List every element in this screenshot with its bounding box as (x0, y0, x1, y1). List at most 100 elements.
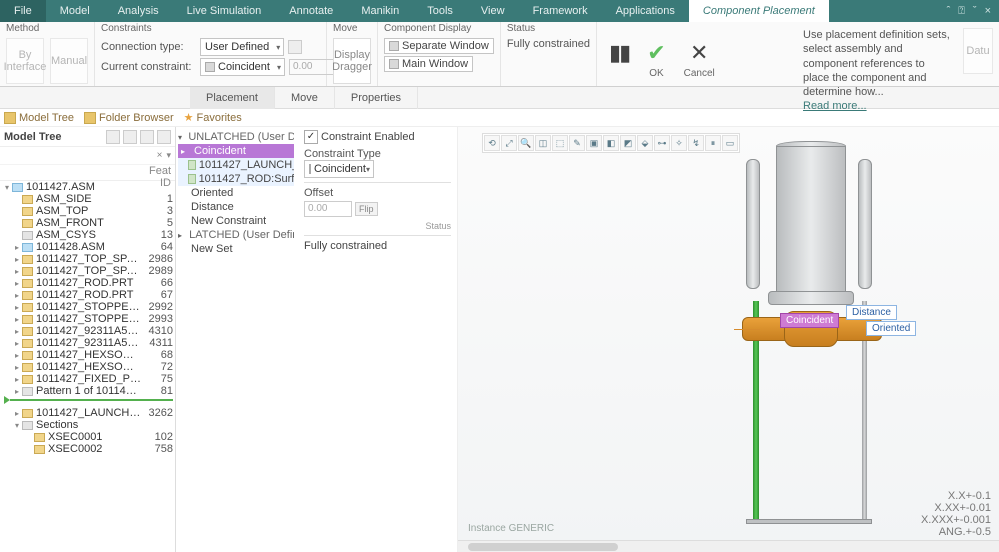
nav-model-tree[interactable]: Model Tree (4, 112, 74, 124)
graphics-viewport[interactable]: ⟲⤢🔍◫⬚✎▣◧◩⬙⊶✧↯⏸▭ Coincident Distance Orie… (458, 127, 999, 552)
view-tool-2-icon[interactable]: 🔍 (518, 135, 534, 151)
filter-clear-icon[interactable]: × (157, 150, 163, 161)
placement-item[interactable]: New Constraint (178, 214, 294, 228)
main-window-toggle[interactable]: Main Window (384, 56, 473, 72)
tag-oriented[interactable]: Oriented (866, 321, 916, 336)
expand-icon[interactable]: ▸ (12, 351, 22, 360)
cancel-button[interactable]: ✕Cancel (678, 38, 721, 81)
tree-row[interactable]: ▸1011427_FIXED_PLATE.PRT75 (0, 373, 175, 385)
menu-annotate[interactable]: Annotate (275, 0, 347, 22)
placement-item[interactable]: ▾UNLATCHED (User Defined ) (178, 130, 294, 144)
nav-favorites[interactable]: ★Favorites (184, 111, 242, 124)
tree-row[interactable]: ▸1011427_LAUNCH_PLATE-ALT.PRT3262 (0, 407, 175, 419)
constraint-enabled-checkbox[interactable] (304, 130, 318, 144)
view-tool-4-icon[interactable]: ⬚ (552, 135, 568, 151)
expand-icon[interactable]: ▸ (12, 267, 22, 276)
tree-tool-2-icon[interactable] (123, 130, 137, 144)
expand-icon[interactable]: ▸ (12, 339, 22, 348)
menu-analysis[interactable]: Analysis (104, 0, 173, 22)
expand-icon[interactable]: ▸ (12, 327, 22, 336)
menu-tools[interactable]: Tools (413, 0, 467, 22)
expand-icon[interactable]: ▸ (12, 279, 22, 288)
tree-row[interactable]: ASM_FRONT5 (0, 217, 175, 229)
tree-settings-icon[interactable] (157, 130, 171, 144)
placement-item[interactable]: New Set (178, 242, 294, 256)
view-tool-0-icon[interactable]: ⟲ (484, 135, 500, 151)
expand-icon[interactable]: ▾ (2, 183, 12, 192)
tree-tool-3-icon[interactable] (140, 130, 154, 144)
chevron-up-icon[interactable]: ˆ (947, 5, 951, 17)
placement-item[interactable]: Oriented (178, 186, 294, 200)
tree-tool-1-icon[interactable] (106, 130, 120, 144)
help-icon[interactable]: ⍰ (958, 5, 965, 18)
menu-file[interactable]: File (0, 0, 46, 22)
flip-button[interactable]: Flip (355, 202, 378, 216)
expand-icon[interactable]: ▸ (12, 375, 22, 384)
menu-component-placement[interactable]: Component Placement (689, 0, 829, 22)
placement-item[interactable]: Distance (178, 200, 294, 214)
read-more-link[interactable]: Read more... (803, 100, 867, 112)
display-dragger-button[interactable]: Display Dragger (333, 38, 371, 84)
tree-row[interactable]: ▸1011427_92311A534.PRT4310 (0, 325, 175, 337)
menu-framework[interactable]: Framework (519, 0, 602, 22)
menu-applications[interactable]: Applications (602, 0, 689, 22)
tree-row[interactable]: ▸1011427_ROD.PRT66 (0, 277, 175, 289)
view-tool-7-icon[interactable]: ◧ (603, 135, 619, 151)
view-tool-8-icon[interactable]: ◩ (620, 135, 636, 151)
tree-row[interactable]: ▸1011428.ASM64 (0, 241, 175, 253)
view-tool-11-icon[interactable]: ✧ (671, 135, 687, 151)
tree-row[interactable]: ▸1011427_HEXSOCH-NO10-24X1LG.PF68 (0, 349, 175, 361)
tree-row[interactable]: ▸1011427_TOP_SPACER.PRT2989 (0, 265, 175, 277)
tree-row[interactable]: ASM_TOP3 (0, 205, 175, 217)
by-interface-button[interactable]: By Interface (6, 38, 44, 84)
menu-model[interactable]: Model (46, 0, 104, 22)
subtab-placement[interactable]: Placement (190, 87, 275, 109)
tree-row[interactable]: ▸1011427_ROD.PRT67 (0, 289, 175, 301)
ok-button[interactable]: ✔OK (641, 38, 671, 81)
connection-type-flyout-icon[interactable] (288, 40, 302, 54)
nav-folder-browser[interactable]: Folder Browser (84, 112, 174, 124)
view-tool-1-icon[interactable]: ⤢ (501, 135, 517, 151)
connection-type-select[interactable]: User Defined (200, 38, 284, 56)
placement-item[interactable]: ▸Coincident (178, 144, 294, 158)
placement-item[interactable]: 1011427_LAUNCH_PLATE (178, 158, 294, 172)
pause-button[interactable]: ▮▮ (603, 38, 635, 68)
tree-row[interactable]: ASM_SIDE1 (0, 193, 175, 205)
expand-icon[interactable]: ▸ (12, 243, 22, 252)
tree-row[interactable]: ▾Sections (0, 419, 175, 431)
tree-row[interactable]: ▸1011427_92311A534.PRT4311 (0, 337, 175, 349)
expand-icon[interactable]: ▸ (12, 303, 22, 312)
subtab-properties[interactable]: Properties (335, 87, 418, 109)
tree-row[interactable]: ▸1011427_STOPPER.PRT2993 (0, 313, 175, 325)
menu-live-simulation[interactable]: Live Simulation (173, 0, 276, 22)
view-tool-9-icon[interactable]: ⬙ (637, 135, 653, 151)
tree-row[interactable]: ▸1011427_TOP_SPACER.PRT2986 (0, 253, 175, 265)
manual-button[interactable]: Manual (50, 38, 88, 84)
expand-icon[interactable]: ▸ (12, 291, 22, 300)
expand-icon[interactable]: ▸ (12, 409, 22, 418)
expand-icon[interactable]: ▾ (178, 133, 185, 142)
view-tool-10-icon[interactable]: ⊶ (654, 135, 670, 151)
expand-icon[interactable]: ▸ (12, 363, 22, 372)
placement-item[interactable]: 1011427_ROD:Surf:F5(EXT (178, 172, 294, 186)
expand-icon[interactable]: ▸ (181, 147, 191, 156)
menu-manikin[interactable]: Manikin (347, 0, 413, 22)
tree-row[interactable]: ▾1011427.ASM (0, 181, 175, 193)
menu-view[interactable]: View (467, 0, 519, 22)
separate-window-toggle[interactable]: Separate Window (384, 38, 494, 54)
constraint-type-select[interactable]: Coincident (304, 160, 374, 178)
tree-row[interactable]: XSEC0001102 (0, 431, 175, 443)
chevron-down-icon[interactable]: ˇ (973, 5, 977, 17)
view-tool-5-icon[interactable]: ✎ (569, 135, 585, 151)
expand-icon[interactable]: ▸ (12, 255, 22, 264)
current-constraint-select[interactable]: Coincident (200, 58, 285, 76)
expand-icon[interactable]: ▸ (178, 231, 186, 240)
tree-row[interactable]: ▸1011427_STOPPER.PRT2992 (0, 301, 175, 313)
offset-input[interactable]: 0.00 (304, 201, 352, 217)
tree-row[interactable]: ▸1011427_HEXSOCH-NO10-24X1LG.PF72 (0, 361, 175, 373)
tag-distance[interactable]: Distance (846, 305, 897, 320)
close-icon[interactable]: × (985, 5, 991, 17)
expand-icon[interactable]: ▾ (12, 421, 22, 430)
tree-row[interactable]: ▸Pattern 1 of 1011427_HEXSOCH-NO181 (0, 385, 175, 397)
placement-item[interactable]: ▸LATCHED (User Defined ) (178, 228, 294, 242)
